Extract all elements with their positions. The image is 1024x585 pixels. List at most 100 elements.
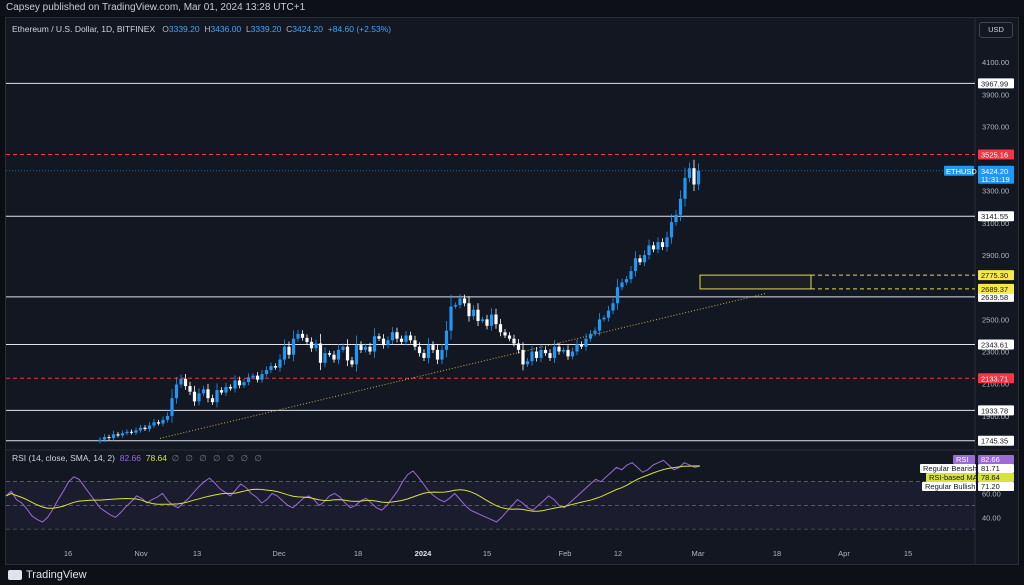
candle-body: [201, 389, 206, 394]
rsi-axis-tag: [978, 464, 1014, 473]
candle-body: [390, 332, 395, 341]
candle-body: [530, 351, 534, 362]
rsi-title: RSI (14, close, SMA, 14, 2): [12, 453, 115, 463]
currency-button[interactable]: USD: [979, 22, 1013, 38]
rsi-axis-tag-label: 81.71: [981, 464, 1000, 473]
candle-body: [696, 170, 701, 185]
candle-body: [512, 338, 516, 344]
level-label: 3525.16: [981, 151, 1008, 160]
candle-body: [161, 419, 165, 424]
rsi-tick-label: 60.00: [982, 490, 1001, 499]
footer-bar: TradingView: [0, 566, 1024, 585]
candle-body: [525, 361, 530, 365]
candle-body: [399, 338, 404, 342]
candle-body: [431, 345, 435, 350]
candle-body: [287, 346, 291, 355]
candle-body: [242, 382, 246, 386]
candle-body: [638, 258, 642, 263]
candle-body: [471, 309, 476, 317]
tradingview-brand: TradingView: [26, 569, 87, 581]
open-value: 3339.20: [168, 24, 200, 34]
candle-body: [296, 333, 300, 339]
rsi-axis-tag: [922, 482, 976, 491]
time-tick-label: 2024: [415, 549, 433, 558]
price-tick-label: 2300.00: [982, 348, 1009, 357]
candle-body: [251, 375, 255, 378]
candle-body: [597, 319, 602, 331]
candle-body: [440, 349, 444, 360]
candle-body: [417, 346, 422, 354]
time-tick-label: 15: [904, 549, 912, 558]
high-label: H: [204, 24, 211, 34]
candle-body: [476, 309, 480, 321]
rsi-legend: RSI (14, close, SMA, 14, 2) 82.66 78.64 …: [12, 453, 264, 464]
candle-body: [692, 168, 696, 185]
candle-body: [116, 434, 120, 436]
candle-body: [345, 346, 350, 361]
candle-body: [449, 306, 453, 331]
candle-body: [143, 427, 147, 430]
candle-body: [359, 345, 363, 350]
price-tick-label: 1900.00: [982, 412, 1009, 421]
level-label: 3141.55: [981, 212, 1008, 221]
tradingview-logo[interactable]: TradingView: [8, 569, 87, 581]
level-label-box: [978, 435, 1014, 446]
rsi-axis-tag: [978, 482, 1014, 491]
candle-body: [507, 335, 512, 339]
candle-body: [615, 287, 620, 304]
close-label: C: [286, 24, 293, 34]
rsi-axis-tag-label: RSI: [956, 455, 969, 464]
candle-body: [255, 375, 260, 380]
chart-frame[interactable]: [5, 17, 1019, 565]
candle-body: [197, 393, 201, 402]
candle-body: [98, 439, 102, 442]
rsi-axis-tag: [953, 455, 975, 464]
candle-body: [278, 359, 282, 368]
demand-zone: [699, 274, 812, 290]
time-tick-label: Apr: [838, 549, 850, 558]
candle-body: [336, 349, 341, 360]
low-value: 3339.20: [250, 24, 282, 34]
rsi-value: 82.66: [119, 453, 141, 463]
candle-body: [260, 374, 264, 380]
candle-body: [683, 177, 687, 199]
candle-body: [350, 360, 354, 365]
level-label: 2133.71: [981, 374, 1008, 383]
low-label: L: [245, 24, 251, 34]
price-tick-label: 2500.00: [982, 315, 1009, 324]
candle-body: [584, 338, 588, 347]
last-price-box: [978, 165, 1014, 184]
time-tick-label: 18: [773, 549, 781, 558]
candle-body: [138, 427, 143, 431]
candle-body: [557, 346, 561, 352]
rsi-ma-line: [5, 465, 701, 512]
candle-body: [620, 282, 624, 288]
candle-body: [453, 304, 458, 307]
candle-body: [485, 319, 489, 326]
high-value: 3436.00: [210, 24, 242, 34]
rsi-placeholders: ∅ ∅ ∅ ∅ ∅ ∅ ∅: [171, 453, 264, 463]
candle-body: [305, 337, 309, 342]
candle-body: [188, 386, 192, 392]
candle-body: [318, 343, 323, 363]
candle-body: [215, 390, 219, 403]
candle-body: [665, 237, 669, 248]
candle-body: [107, 437, 111, 439]
tradingview-logo-icon: [8, 570, 22, 580]
candle-body: [647, 245, 651, 256]
level-label-box: [978, 149, 1014, 160]
candle-body: [602, 317, 606, 320]
candle-body: [134, 430, 138, 433]
candle-body: [377, 336, 381, 339]
candle-body: [156, 422, 161, 424]
zone-label-box: [978, 270, 1014, 281]
candle-body: [192, 391, 197, 402]
candle-body: [552, 346, 557, 358]
time-tick-label: Dec: [272, 549, 286, 558]
rsi-axis-tag-label: RSI-based MA: [929, 473, 978, 482]
level-label: 1933.78: [981, 406, 1008, 415]
candle-body: [395, 332, 399, 339]
candle-body: [381, 338, 386, 346]
rsi-axis-tag-label: 71.20: [981, 482, 1000, 491]
